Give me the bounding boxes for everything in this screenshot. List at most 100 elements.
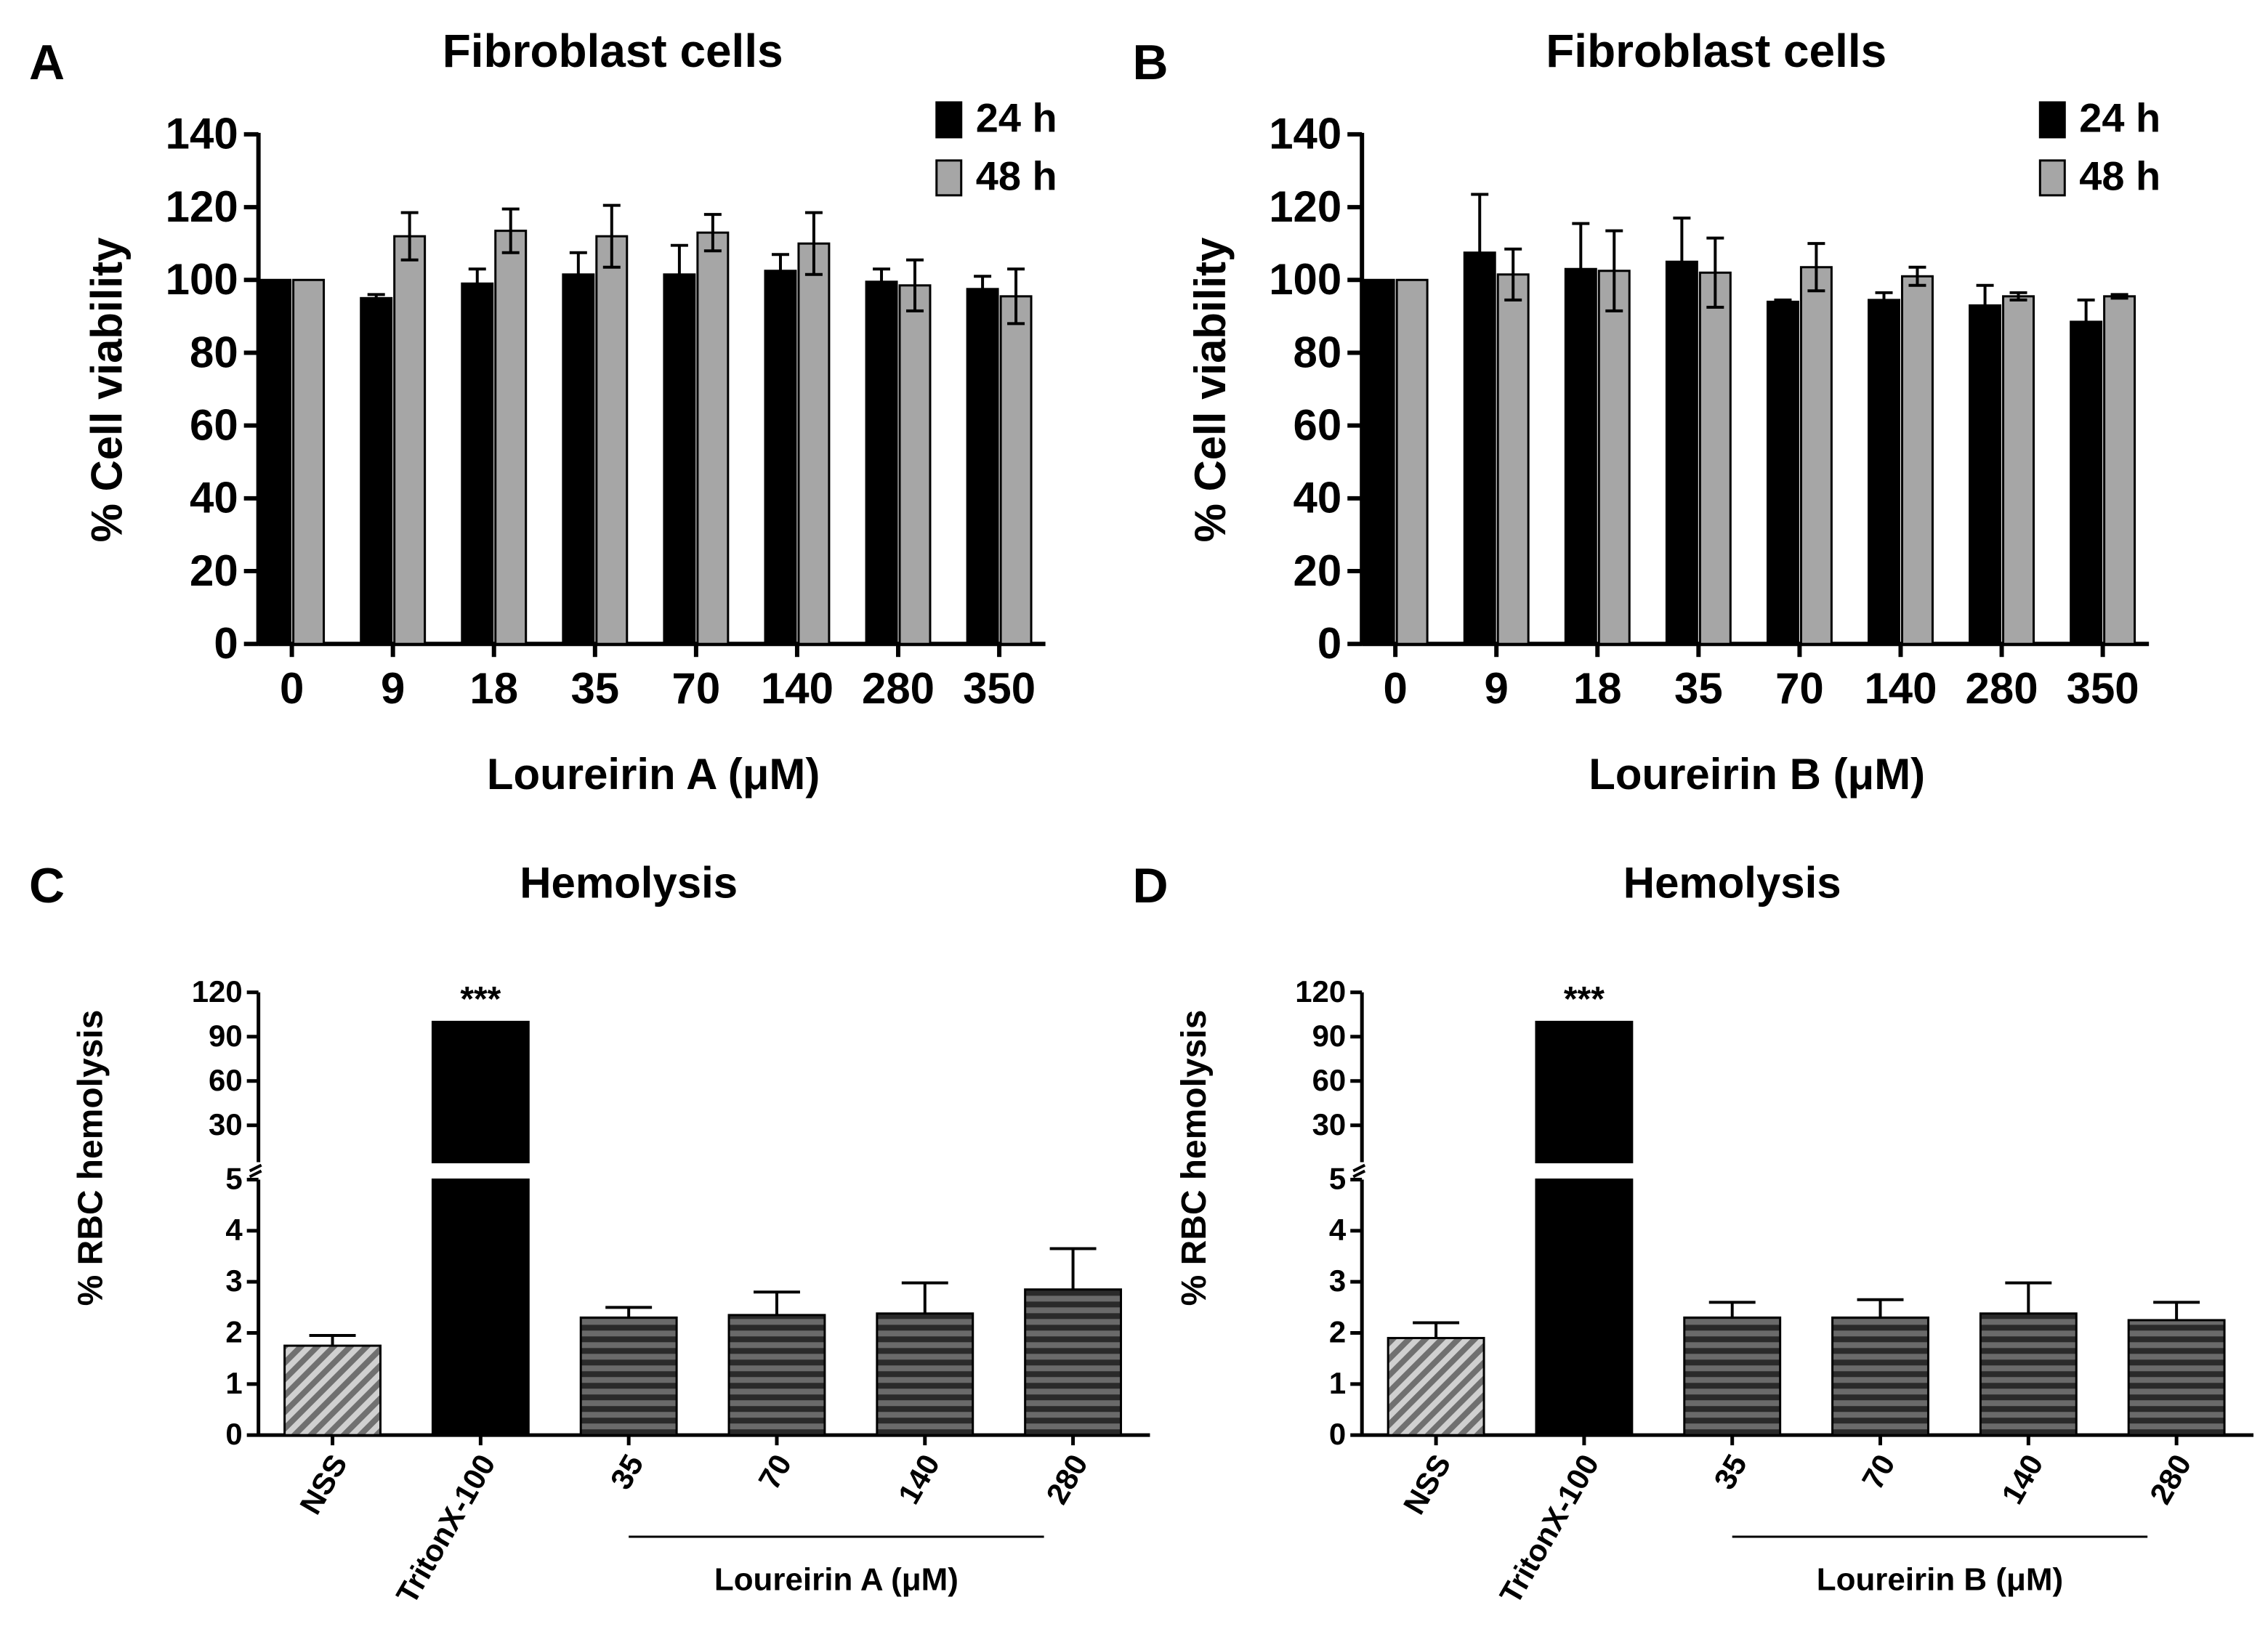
x-tick-label: 280 bbox=[1966, 664, 2038, 713]
bar bbox=[292, 278, 326, 645]
y-tick-label: 120 bbox=[192, 974, 243, 1008]
y-tick-label: 0 bbox=[1317, 619, 1341, 668]
y-tick-label: 1 bbox=[225, 1366, 242, 1400]
y-tick-label: 20 bbox=[1294, 546, 1342, 595]
x-tick-label: TritonX-100 bbox=[390, 1449, 502, 1609]
y-tick-label: 2 bbox=[1329, 1315, 1346, 1349]
bar bbox=[1698, 271, 1732, 645]
bar bbox=[360, 296, 393, 645]
y-tick-label: 120 bbox=[1295, 974, 1346, 1008]
x-tick-label: 9 bbox=[381, 664, 405, 713]
y-tick-label: 2 bbox=[225, 1315, 242, 1349]
x-tick-label: 140 bbox=[891, 1449, 946, 1510]
bar bbox=[2103, 295, 2136, 645]
x-tick-label: 350 bbox=[2067, 664, 2139, 713]
chart-title: Hemolysis bbox=[520, 859, 738, 908]
x-tick-label: 140 bbox=[1995, 1449, 2050, 1510]
annotation: *** bbox=[1564, 980, 1605, 1019]
bar bbox=[966, 288, 999, 645]
x-tick-label: 70 bbox=[751, 1449, 798, 1495]
x-axis-label: Loureirin A (μM) bbox=[487, 750, 820, 799]
bar bbox=[865, 280, 898, 645]
bar bbox=[1387, 1337, 1485, 1436]
panel-label: B bbox=[1133, 36, 1169, 90]
legend-label: 24 h bbox=[976, 95, 1057, 141]
bar bbox=[1868, 299, 1900, 645]
y-tick-label: 80 bbox=[190, 328, 238, 376]
bar bbox=[1766, 300, 1799, 645]
bar bbox=[1969, 304, 2002, 645]
axis-break bbox=[249, 1169, 262, 1179]
y-tick-label: 100 bbox=[166, 255, 238, 304]
y-tick-label: 100 bbox=[1269, 255, 1341, 304]
y-tick-label: 80 bbox=[1294, 328, 1342, 376]
y-tick-label: 1 bbox=[1329, 1366, 1346, 1400]
y-tick-label: 0 bbox=[214, 619, 238, 668]
group-label: Loureirin B (μM) bbox=[1817, 1562, 2063, 1598]
bar bbox=[494, 230, 528, 645]
y-tick-label: 30 bbox=[1312, 1107, 1347, 1141]
axis-break bbox=[1352, 1169, 1366, 1179]
bar bbox=[696, 231, 730, 645]
x-tick-label: 70 bbox=[672, 664, 721, 713]
x-tick-label: 140 bbox=[1864, 664, 1937, 713]
chart-title: Fibroblast cells bbox=[443, 25, 783, 77]
y-tick-label: 60 bbox=[190, 400, 238, 449]
panel-label: D bbox=[1133, 859, 1169, 913]
legend-label: 24 h bbox=[2079, 95, 2160, 141]
y-tick-label: 60 bbox=[1294, 400, 1342, 449]
y-tick-label: 60 bbox=[209, 1063, 243, 1097]
bar bbox=[1799, 266, 1833, 645]
legend-swatch bbox=[935, 101, 963, 139]
x-tick-label: 35 bbox=[1707, 1449, 1754, 1495]
bar bbox=[1831, 1316, 1929, 1436]
x-tick-label: 18 bbox=[469, 664, 518, 713]
x-tick-label: 35 bbox=[1674, 664, 1723, 713]
y-axis-label: % RBC hemolysis bbox=[72, 1010, 110, 1306]
x-tick-label: 0 bbox=[1383, 664, 1407, 713]
bar bbox=[562, 273, 595, 645]
bar bbox=[393, 235, 427, 645]
y-tick-label: 140 bbox=[166, 110, 238, 158]
x-tick-label: 18 bbox=[1573, 664, 1622, 713]
y-tick-label: 90 bbox=[1312, 1019, 1347, 1053]
bar bbox=[431, 1179, 530, 1436]
bar bbox=[579, 1316, 678, 1436]
bar bbox=[1496, 273, 1530, 645]
axis-break bbox=[249, 1163, 262, 1173]
x-tick-label: 9 bbox=[1485, 664, 1509, 713]
annotation: *** bbox=[460, 980, 501, 1019]
x-tick-label: 70 bbox=[1855, 1449, 1902, 1495]
x-axis-label: Loureirin B (μM) bbox=[1589, 750, 1925, 799]
chart-title: Fibroblast cells bbox=[1546, 25, 1886, 77]
y-tick-label: 120 bbox=[166, 182, 238, 231]
bar bbox=[283, 1344, 382, 1436]
legend-label: 48 h bbox=[2079, 153, 2160, 199]
panel-label: A bbox=[29, 36, 65, 90]
y-tick-label: 5 bbox=[1329, 1162, 1346, 1196]
y-tick-label: 20 bbox=[190, 546, 238, 595]
bar-upper bbox=[1535, 1020, 1634, 1164]
y-tick-label: 40 bbox=[190, 474, 238, 522]
chart-title: Hemolysis bbox=[1623, 859, 1841, 908]
y-tick-label: 3 bbox=[225, 1264, 242, 1298]
bar bbox=[595, 235, 629, 645]
bar bbox=[1463, 251, 1496, 645]
bar bbox=[2002, 295, 2035, 645]
y-axis-label: % RBC hemolysis bbox=[1175, 1010, 1214, 1306]
y-tick-label: 60 bbox=[1312, 1063, 1347, 1097]
x-tick-label: 350 bbox=[963, 664, 1036, 713]
y-tick-label: 4 bbox=[225, 1213, 243, 1247]
bar bbox=[2127, 1319, 2226, 1436]
y-tick-label: 140 bbox=[1269, 110, 1341, 158]
x-tick-label: 35 bbox=[604, 1449, 650, 1495]
x-tick-label: NSS bbox=[293, 1449, 354, 1520]
bar bbox=[1683, 1316, 1782, 1436]
bar bbox=[1024, 1288, 1123, 1436]
y-tick-label: 40 bbox=[1294, 474, 1342, 522]
bar bbox=[999, 295, 1033, 645]
bar bbox=[1900, 275, 1934, 645]
y-tick-label: 30 bbox=[209, 1107, 243, 1141]
